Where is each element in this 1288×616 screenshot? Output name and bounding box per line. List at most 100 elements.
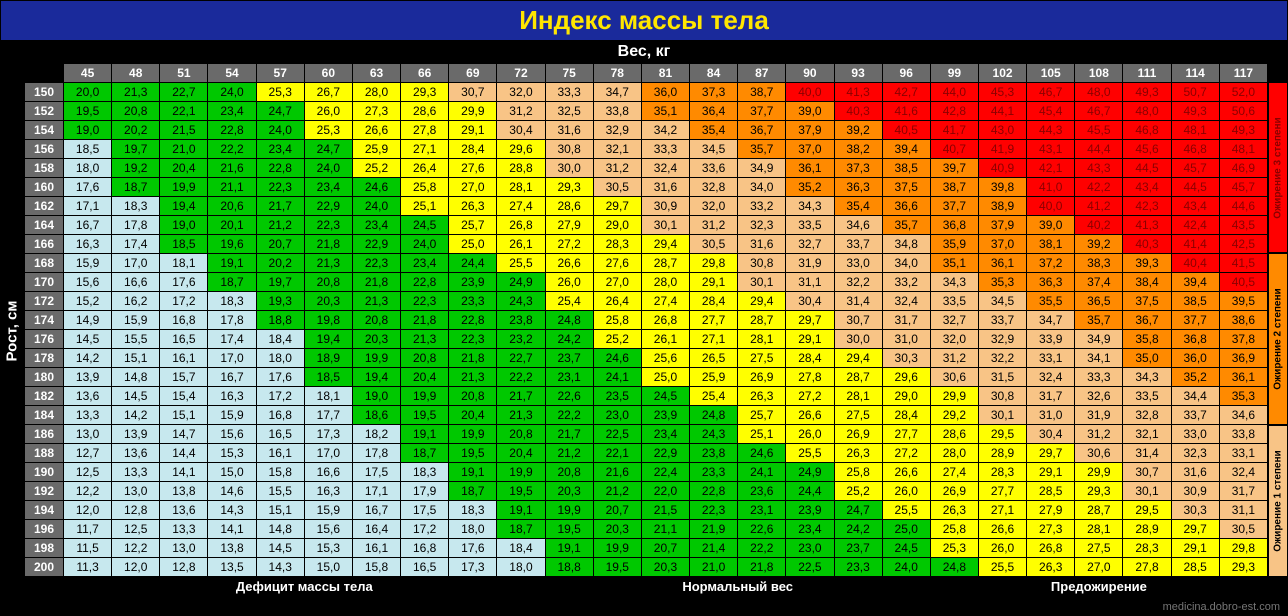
bmi-cell: 20,4 bbox=[449, 406, 497, 425]
bmi-cell: 16,5 bbox=[401, 558, 449, 577]
table-row: 16217,118,319,420,621,722,924,025,126,32… bbox=[25, 197, 1268, 216]
bmi-cell: 28,7 bbox=[834, 368, 882, 387]
bmi-cell: 18,7 bbox=[449, 482, 497, 501]
bmi-cell: 17,6 bbox=[64, 178, 112, 197]
table-row: 19212,213,013,814,615,516,317,117,918,71… bbox=[25, 482, 1268, 501]
bmi-cell: 30,1 bbox=[641, 216, 689, 235]
bmi-cell: 25,5 bbox=[978, 558, 1026, 577]
bmi-cell: 28,6 bbox=[401, 102, 449, 121]
bmi-cell: 29,4 bbox=[834, 349, 882, 368]
bmi-cell: 43,5 bbox=[1219, 216, 1267, 235]
bmi-cell: 32,1 bbox=[593, 140, 641, 159]
bmi-cell: 13,6 bbox=[112, 444, 160, 463]
bmi-cell: 32,4 bbox=[1219, 463, 1267, 482]
bmi-cell: 28,9 bbox=[978, 444, 1026, 463]
bmi-cell: 31,2 bbox=[497, 102, 545, 121]
bmi-cell: 34,5 bbox=[690, 140, 738, 159]
bmi-cell: 20,8 bbox=[401, 349, 449, 368]
bmi-cell: 30,8 bbox=[738, 254, 786, 273]
bmi-cell: 17,2 bbox=[160, 292, 208, 311]
bmi-cell: 48,1 bbox=[1219, 140, 1267, 159]
bmi-cell: 35,7 bbox=[738, 140, 786, 159]
bmi-cell: 26,3 bbox=[449, 197, 497, 216]
bmi-cell: 39,4 bbox=[882, 140, 930, 159]
bmi-cell: 17,2 bbox=[256, 387, 304, 406]
bmi-cell: 31,1 bbox=[1219, 501, 1267, 520]
bmi-cell: 14,9 bbox=[64, 311, 112, 330]
bmi-cell: 24,7 bbox=[256, 102, 304, 121]
bmi-cell: 27,3 bbox=[352, 102, 400, 121]
bmi-cell: 19,9 bbox=[497, 463, 545, 482]
bmi-cell: 34,3 bbox=[1123, 368, 1171, 387]
bmi-cell: 25,0 bbox=[882, 520, 930, 539]
bmi-cell: 17,0 bbox=[208, 349, 256, 368]
bmi-cell: 36,6 bbox=[882, 197, 930, 216]
bmi-cell: 21,5 bbox=[160, 121, 208, 140]
bmi-cell: 21,7 bbox=[497, 387, 545, 406]
bmi-cell: 15,0 bbox=[208, 463, 256, 482]
bmi-cell: 32,2 bbox=[978, 349, 1026, 368]
bmi-cell: 34,2 bbox=[641, 121, 689, 140]
bmi-cell: 23,3 bbox=[449, 292, 497, 311]
bmi-cell: 13,5 bbox=[208, 558, 256, 577]
bmi-cell: 19,4 bbox=[304, 330, 352, 349]
bmi-cell: 14,2 bbox=[64, 349, 112, 368]
bmi-cell: 26,4 bbox=[593, 292, 641, 311]
bmi-cell: 21,1 bbox=[641, 520, 689, 539]
bmi-cell: 18,7 bbox=[401, 444, 449, 463]
bmi-cell: 37,3 bbox=[690, 83, 738, 102]
bmi-cell: 44,5 bbox=[1171, 178, 1219, 197]
table-row: 19012,513,314,115,015,816,617,518,319,11… bbox=[25, 463, 1268, 482]
bmi-cell: 42,4 bbox=[1171, 216, 1219, 235]
bmi-cell: 42,8 bbox=[930, 102, 978, 121]
bmi-cell: 25,2 bbox=[834, 482, 882, 501]
bmi-cell: 15,6 bbox=[208, 425, 256, 444]
bmi-cell: 45,3 bbox=[978, 83, 1026, 102]
bmi-cell: 40,5 bbox=[882, 121, 930, 140]
bmi-cell: 14,1 bbox=[208, 520, 256, 539]
bmi-cell: 27,2 bbox=[882, 444, 930, 463]
bmi-cell: 20,3 bbox=[304, 292, 352, 311]
height-header: 152 bbox=[25, 102, 64, 121]
bmi-cell: 30,7 bbox=[449, 83, 497, 102]
bmi-cell: 31,9 bbox=[786, 254, 834, 273]
bmi-cell: 26,6 bbox=[882, 463, 930, 482]
bmi-cell: 25,9 bbox=[690, 368, 738, 387]
legend-pre: Предожирение bbox=[930, 577, 1267, 598]
x-axis-label: Вес, кг bbox=[0, 41, 1288, 63]
bmi-cell: 26,5 bbox=[690, 349, 738, 368]
bmi-cell: 16,1 bbox=[160, 349, 208, 368]
bmi-cell: 24,6 bbox=[593, 349, 641, 368]
bmi-cell: 14,1 bbox=[160, 463, 208, 482]
bmi-cell: 24,8 bbox=[545, 311, 593, 330]
bmi-cell: 16,7 bbox=[352, 501, 400, 520]
bmi-cell: 20,4 bbox=[401, 368, 449, 387]
bmi-cell: 27,0 bbox=[593, 273, 641, 292]
side-ob1: Ожирение 1 степени bbox=[1268, 425, 1288, 577]
bmi-cell: 31,2 bbox=[1075, 425, 1123, 444]
bmi-cell: 25,7 bbox=[738, 406, 786, 425]
bmi-cell: 14,8 bbox=[256, 520, 304, 539]
bmi-cell: 29,6 bbox=[882, 368, 930, 387]
bmi-cell: 21,3 bbox=[449, 368, 497, 387]
bmi-cell: 24,7 bbox=[834, 501, 882, 520]
weight-header: 87 bbox=[738, 64, 786, 83]
bmi-cell: 23,6 bbox=[738, 482, 786, 501]
bmi-cell: 22,1 bbox=[160, 102, 208, 121]
bmi-cell: 12,0 bbox=[112, 558, 160, 577]
side-ob2: Ожирение 2 степени bbox=[1268, 253, 1288, 424]
bmi-cell: 39,5 bbox=[1219, 292, 1267, 311]
bmi-cell: 19,9 bbox=[593, 539, 641, 558]
bmi-cell: 39,2 bbox=[834, 121, 882, 140]
bmi-cell: 24,9 bbox=[497, 273, 545, 292]
bmi-cell: 18,7 bbox=[208, 273, 256, 292]
bmi-cell: 36,1 bbox=[1219, 368, 1267, 387]
bmi-cell: 32,7 bbox=[930, 311, 978, 330]
bmi-cell: 28,1 bbox=[497, 178, 545, 197]
bmi-cell: 27,6 bbox=[593, 254, 641, 273]
bmi-cell: 42,3 bbox=[1123, 197, 1171, 216]
bmi-cell: 21,3 bbox=[497, 406, 545, 425]
bmi-cell: 16,1 bbox=[256, 444, 304, 463]
bmi-cell: 23,4 bbox=[256, 140, 304, 159]
bmi-cell: 17,3 bbox=[304, 425, 352, 444]
